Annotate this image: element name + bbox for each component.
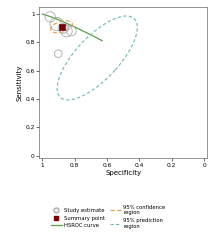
Point xyxy=(55,22,58,26)
Point xyxy=(60,25,63,29)
Point xyxy=(70,29,73,33)
Point xyxy=(57,52,60,55)
Point xyxy=(62,26,65,30)
Y-axis label: Sensitivity: Sensitivity xyxy=(17,65,22,101)
Point xyxy=(65,29,68,33)
X-axis label: Specificity: Specificity xyxy=(105,170,141,176)
Legend: Study estimate, Summary point, HSROC curve, 95% confidence
region, 95% predictio: Study estimate, Summary point, HSROC cur… xyxy=(49,203,167,230)
Point xyxy=(48,15,52,19)
